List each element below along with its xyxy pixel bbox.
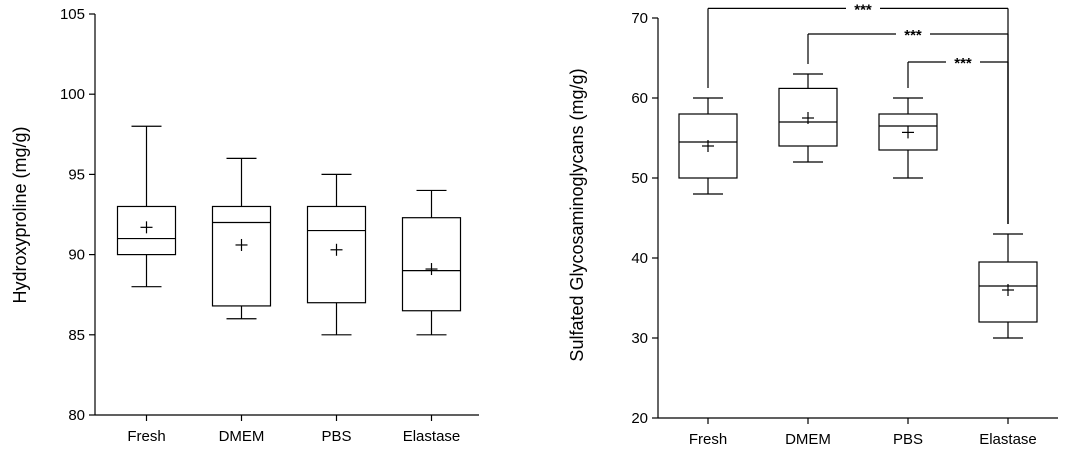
y-tick-label: 70	[631, 10, 648, 27]
x-tick-label: Elastase	[979, 431, 1037, 448]
iqr-box	[978, 261, 1038, 323]
y-tick-label: 40	[631, 250, 648, 267]
iqr-box	[778, 87, 838, 147]
x-tick-label: Fresh	[127, 428, 165, 445]
box-elastase	[978, 233, 1038, 339]
significance-label: ***	[954, 55, 972, 72]
y-tick-label: 50	[631, 170, 648, 187]
x-tick-label: PBS	[893, 431, 923, 448]
significance-bracket: ***	[907, 54, 1009, 224]
x-tick-label: DMEM	[219, 428, 265, 445]
y-tick-label: 60	[631, 90, 648, 107]
box-pbs	[306, 173, 367, 336]
significance-label: ***	[854, 1, 872, 18]
box-fresh	[116, 125, 177, 288]
y-tick-label: 85	[68, 327, 85, 344]
y-axis-title: Hydroxyproline (mg/g)	[10, 126, 30, 303]
y-tick-label: 95	[68, 166, 85, 183]
significance-label-bg	[946, 54, 980, 70]
iqr-box	[878, 113, 938, 151]
x-tick-label: DMEM	[785, 431, 831, 448]
x-tick-label: Fresh	[689, 431, 727, 448]
box-dmem	[778, 73, 838, 163]
box-elastase	[401, 189, 462, 336]
y-axis-title: Sulfated Glycosaminoglycans (mg/g)	[567, 68, 587, 361]
y-tick-label: 30	[631, 330, 648, 347]
iqr-box	[211, 205, 272, 307]
significance-label-bg	[846, 0, 880, 17]
y-tick-label: 20	[631, 410, 648, 427]
y-tick-label: 100	[60, 86, 85, 103]
iqr-box	[116, 205, 177, 256]
box-pbs	[878, 97, 938, 179]
box-fresh	[678, 97, 738, 195]
box-dmem	[211, 157, 272, 320]
iqr-box	[678, 113, 738, 179]
y-tick-label: 90	[68, 247, 85, 264]
y-tick-label: 80	[68, 407, 85, 424]
panel-hydroxyproline: Hydroxyproline (mg/g) 80 85 90 95 100 105 Fres…	[10, 6, 479, 445]
iqr-box	[306, 205, 367, 304]
iqr-box	[401, 217, 462, 312]
significance-label: ***	[904, 27, 922, 44]
significance-label-bg	[896, 26, 930, 42]
x-tick-label: Elastase	[403, 428, 461, 445]
x-tick-label: PBS	[321, 428, 351, 445]
panel-glycosaminoglycans: Sulfated Glycosaminoglycans (mg/g) 20 30 4…	[567, 0, 1058, 448]
y-tick-label: 105	[60, 6, 85, 23]
